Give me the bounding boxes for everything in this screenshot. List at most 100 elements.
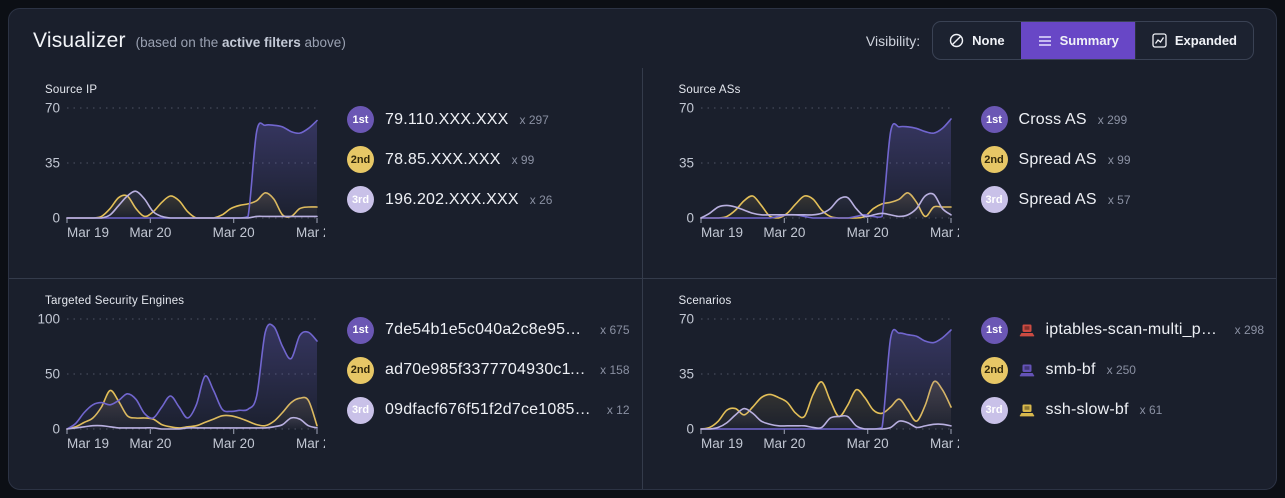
svg-text:Mar 20: Mar 20: [846, 436, 888, 451]
svg-text:35: 35: [678, 366, 693, 381]
visibility-none-button[interactable]: None: [933, 22, 1021, 59]
svg-text:Mar 20: Mar 20: [213, 225, 255, 240]
line-chart-icon: [1152, 33, 1167, 48]
rank-badge-2nd: 2nd: [347, 146, 374, 173]
rank-count: x 26: [529, 192, 553, 207]
svg-text:Mar 21: Mar 21: [929, 436, 958, 451]
svg-text:Mar 20: Mar 20: [129, 436, 171, 451]
source-ass-ranking: 1st Cross AS x 299 2nd Spread AS x 99 3r…: [959, 76, 1265, 278]
page-subtitle: (based on the active filters above): [135, 34, 346, 50]
rank-item-scenario-1[interactable]: 1st iptables-scan-multi_ports x 298: [980, 316, 1264, 344]
panel-source-ass: Source ASs 0 35 70 Mar 19 Mar 20 Mar 20 Mar 21…: [642, 68, 1276, 279]
svg-text:Mar 20: Mar 20: [213, 436, 255, 451]
rank-label: smb-bf: [1045, 361, 1096, 378]
svg-text:Mar 20: Mar 20: [129, 225, 171, 240]
rank-label: Cross AS: [1018, 110, 1087, 128]
rank-count: x 12: [606, 403, 630, 417]
svg-text:0: 0: [52, 211, 60, 226]
svg-text:Mar 20: Mar 20: [763, 225, 805, 240]
svg-text:35: 35: [678, 156, 693, 171]
rank-count: x 158: [600, 363, 630, 377]
rank-item-source-as-1[interactable]: 1st Cross AS x 299: [980, 106, 1265, 133]
svg-text:Mar 19: Mar 19: [701, 225, 743, 240]
svg-text:35: 35: [45, 156, 60, 171]
svg-text:0: 0: [686, 421, 694, 436]
slash-circle-icon: [949, 33, 964, 48]
rank-item-source-ip-2[interactable]: 2nd 78.85.XXX.XXX x 99: [347, 146, 630, 173]
chart-title-source-ass: Source ASs: [678, 84, 741, 96]
svg-text:50: 50: [45, 366, 60, 381]
rank-label: ad70e985f3377704930c119a85ccf...: [385, 361, 589, 378]
rank-item-source-as-3[interactable]: 3rd Spread AS x 57: [980, 186, 1265, 213]
laptop-icon: [1019, 404, 1035, 417]
visibility-expanded-button[interactable]: Expanded: [1134, 22, 1253, 59]
rank-badge-3rd: 3rd: [347, 186, 374, 213]
svg-text:0: 0: [686, 211, 694, 226]
rank-count: x 250: [1106, 363, 1136, 377]
rank-count: x 57: [1107, 192, 1131, 207]
svg-text:Mar 19: Mar 19: [701, 436, 743, 451]
rank-item-engine-3[interactable]: 3rd 09dfacf676f51f2d7ce1085d52b6061f x 1…: [347, 396, 630, 424]
rank-badge-2nd: 2nd: [347, 356, 374, 384]
page-title: Visualizer: [33, 28, 126, 52]
svg-text:Mar 19: Mar 19: [67, 436, 109, 451]
rank-count: x 675: [600, 323, 630, 337]
panel-targeted-security-engines: Targeted Security Engines 0 50 100 Mar 19 Ma…: [9, 278, 643, 489]
rank-item-source-as-2[interactable]: 2nd Spread AS x 99: [980, 146, 1265, 173]
rank-label: 79.110.XXX.XXX: [385, 110, 509, 128]
svg-text:Mar 20: Mar 20: [763, 436, 805, 451]
rank-label: 7de54b1e5c040a2c8e952278a3c3...: [385, 321, 590, 338]
rank-item-scenario-2[interactable]: 2nd smb-bf x 250: [980, 356, 1265, 384]
visibility-button-group: None Summary: [932, 21, 1254, 60]
rank-badge-1st: 1st: [347, 106, 374, 133]
rank-label: ssh-slow-bf: [1045, 401, 1129, 418]
rank-badge-2nd: 2nd: [980, 356, 1008, 384]
chart-title-scenarios: Scenarios: [678, 294, 732, 307]
rank-count: x 298: [1234, 323, 1264, 337]
svg-text:Mar 19: Mar 19: [67, 225, 109, 240]
rank-item-source-ip-1[interactable]: 1st 79.110.XXX.XXX x 297: [347, 106, 630, 133]
rank-badge-3rd: 3rd: [980, 396, 1008, 424]
svg-text:70: 70: [45, 101, 60, 116]
rank-count: x 61: [1139, 403, 1163, 417]
source-ass-chart: 0 35 70 Mar 19 Mar 20 Mar 20 Mar 21: [678, 101, 958, 241]
rank-label: 78.85.XXX.XXX: [385, 150, 501, 168]
rank-label: 09dfacf676f51f2d7ce1085d52b6061f: [385, 401, 596, 418]
svg-text:0: 0: [52, 421, 60, 436]
scenarios-chart: 0 35 70 Mar 19 Mar 20 Mar 20 Mar 21: [678, 311, 958, 451]
rank-badge-1st: 1st: [980, 316, 1008, 344]
source-ip-chart: 0 35 70 Mar 19 Mar 20 Mar 20 Mar 21: [45, 101, 325, 241]
svg-text:Mar 20: Mar 20: [846, 225, 888, 240]
rank-item-scenario-3[interactable]: 3rd ssh-slow-bf x 61: [980, 396, 1265, 424]
source-ip-ranking: 1st 79.110.XXX.XXX x 297 2nd 78.85.XXX.X…: [325, 76, 630, 278]
rank-badge-3rd: 3rd: [347, 396, 374, 424]
laptop-icon: [1019, 324, 1035, 337]
header: Visualizer (based on the active filters …: [9, 9, 1276, 68]
rank-badge-1st: 1st: [980, 106, 1008, 133]
svg-text:Mar 21: Mar 21: [296, 436, 325, 451]
visibility-label: Visibility:: [865, 32, 921, 49]
svg-text:Mar 21: Mar 21: [296, 225, 325, 240]
rank-label: Spread AS: [1018, 190, 1097, 208]
rank-count: x 297: [519, 112, 549, 127]
scenarios-ranking: 1st iptables-scan-multi_ports x 298 2nd …: [959, 287, 1265, 490]
chart-title-security-engines: Targeted Security Engines: [45, 294, 185, 307]
rank-badge-2nd: 2nd: [980, 146, 1008, 173]
svg-text:70: 70: [678, 311, 693, 326]
laptop-icon: [1019, 364, 1035, 377]
svg-text:70: 70: [678, 101, 693, 116]
rank-count: x 99: [1107, 152, 1131, 167]
visibility-summary-button[interactable]: Summary: [1020, 22, 1135, 59]
rank-item-source-ip-3[interactable]: 3rd 196.202.XXX.XXX x 26: [347, 186, 630, 213]
rank-item-engine-1[interactable]: 1st 7de54b1e5c040a2c8e952278a3c3... x 67…: [347, 316, 630, 344]
visualizer-card: Visualizer (based on the active filters …: [8, 8, 1277, 490]
rank-item-engine-2[interactable]: 2nd ad70e985f3377704930c119a85ccf... x 1…: [347, 356, 630, 384]
rank-count: x 99: [511, 152, 535, 167]
rank-badge-1st: 1st: [347, 316, 374, 344]
rank-label: Spread AS: [1018, 150, 1097, 168]
rank-label: iptables-scan-multi_ports: [1045, 321, 1224, 338]
chart-title-source-ip: Source IP: [45, 84, 98, 96]
